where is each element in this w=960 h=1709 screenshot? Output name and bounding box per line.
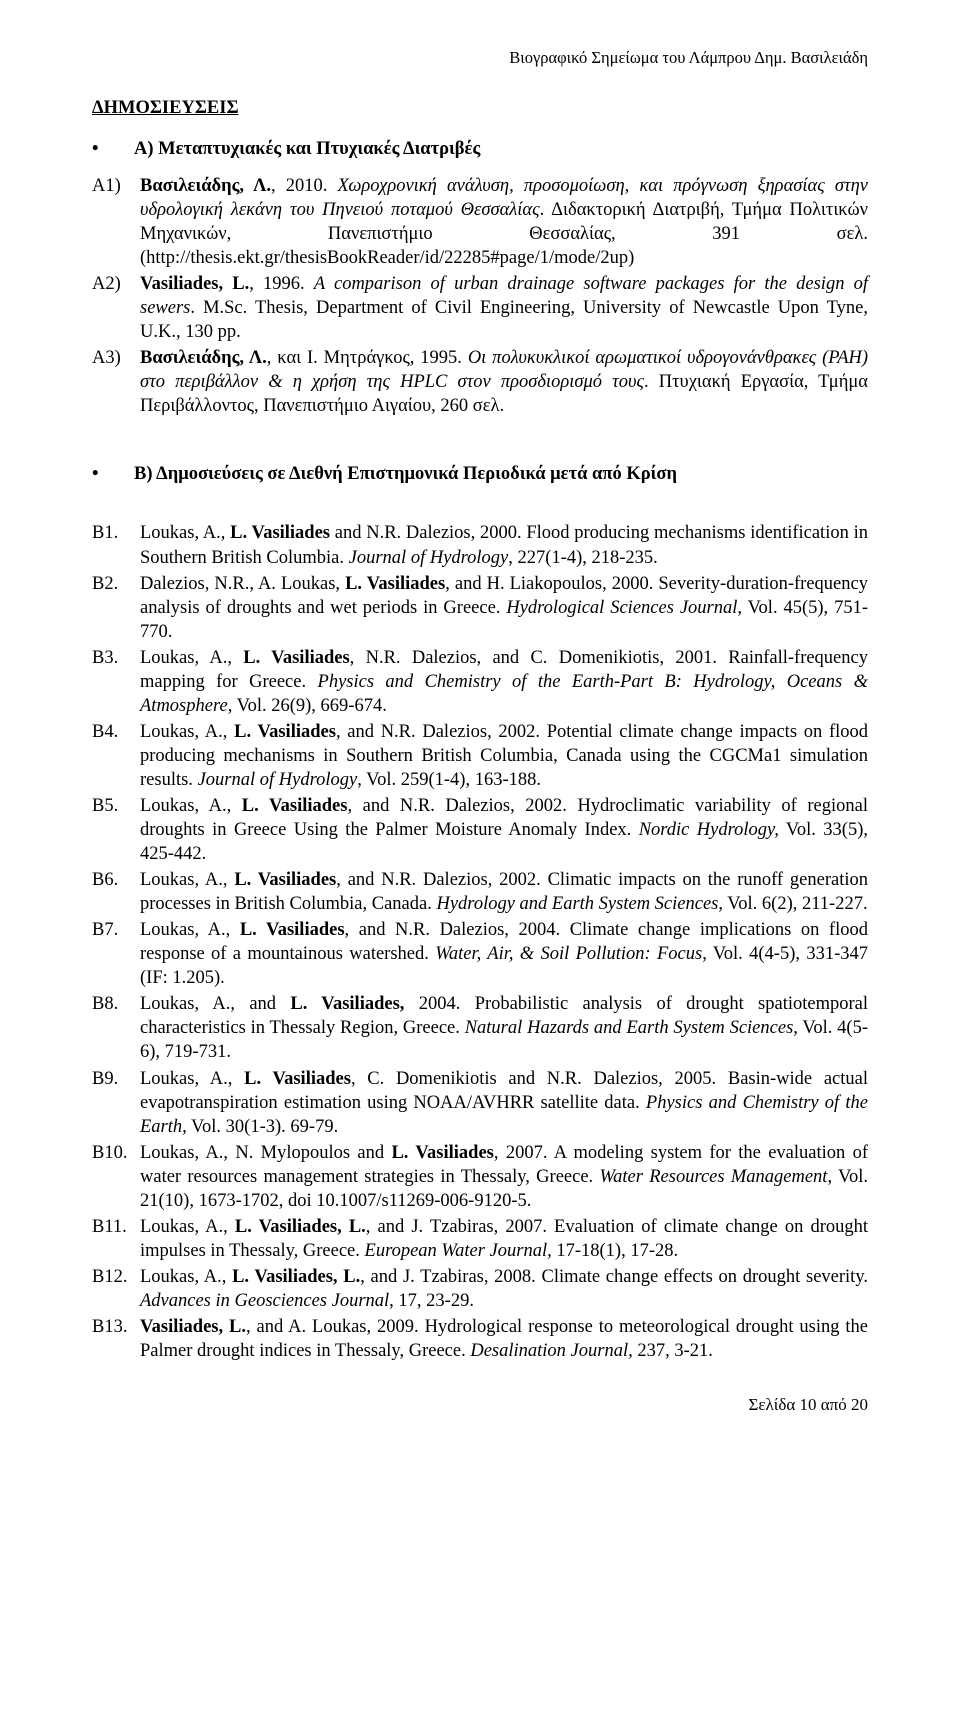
publication-entry: B13.Vasiliades, L., and A. Loukas, 2009.… — [92, 1315, 868, 1363]
publication-entry: B2.Dalezios, N.R., A. Loukas, L. Vasilia… — [92, 572, 868, 644]
entry-body: Loukas, A., L. Vasiliades, L., and J. Tz… — [140, 1265, 868, 1313]
entry-body: Loukas, A., L. Vasiliades, L., and J. Tz… — [140, 1215, 868, 1263]
publication-entry: B10.Loukas, A., N. Mylopoulos and L. Vas… — [92, 1141, 868, 1213]
section-b-title-row: • Β) Δημοσιεύσεις σε Διεθνή Επιστημονικά… — [92, 464, 868, 485]
entry-body: Loukas, A., L. Vasiliades and N.R. Dalez… — [140, 521, 868, 569]
section-a-subtitle: Α) Μεταπτυχιακές και Πτυχιακές Διατριβές — [134, 139, 480, 160]
entry-key: B9. — [92, 1067, 140, 1091]
entry-body: Loukas, A., L. Vasiliades, N.R. Dalezios… — [140, 646, 868, 718]
publication-entry: B7.Loukas, A., L. Vasiliades, and N.R. D… — [92, 918, 868, 990]
author-name: Vasiliades, L. — [140, 1317, 246, 1337]
author-name: Vasiliades, L. — [140, 274, 249, 294]
publications-heading: ΔΗΜΟΣΙΕΥΣΕΙΣ — [92, 98, 868, 119]
entry-key: B13. — [92, 1315, 140, 1339]
entry-key: B3. — [92, 646, 140, 670]
publication-entry: B8.Loukas, A., and L. Vasiliades, 2004. … — [92, 992, 868, 1064]
publication-entry: B1.Loukas, A., L. Vasiliades and N.R. Da… — [92, 521, 868, 569]
entry-key: B2. — [92, 572, 140, 596]
publication-entry: B12.Loukas, A., L. Vasiliades, L., and J… — [92, 1265, 868, 1313]
entry-key: B4. — [92, 720, 140, 744]
page-footer: Σελίδα 10 από 20 — [92, 1395, 868, 1415]
author-name: L. Vasiliades — [234, 870, 336, 890]
journal-italic: European Water Journal, — [365, 1241, 552, 1261]
page: Βιογραφικό Σημείωμα του Λάμπρου Δημ. Βασ… — [0, 0, 960, 1471]
journal-italic: Journal of Hydrology — [198, 770, 358, 790]
author-name: Βασιλειάδης, Λ. — [140, 348, 267, 368]
journal-italic: Hydrology and Earth System Sciences — [436, 894, 718, 914]
author-name: L. Vasiliades — [240, 920, 345, 940]
entry-body: Dalezios, N.R., A. Loukas, L. Vasiliades… — [140, 572, 868, 644]
entry-body: Loukas, A., L. Vasiliades, and N.R. Dale… — [140, 794, 868, 866]
entry-body: Βασιλειάδης, Λ., και Ι. Μητράγκος, 1995.… — [140, 346, 868, 418]
entry-key: A2) — [92, 272, 140, 296]
journal-italic: Desalination Journal, — [470, 1341, 632, 1361]
journal-italic: Nordic Hydrology, — [639, 820, 779, 840]
author-name: L. Vasiliades, L. — [232, 1267, 360, 1287]
author-name: L. Vasiliades — [244, 1069, 351, 1089]
section-b-subtitle: Β) Δημοσιεύσεις σε Διεθνή Επιστημονικά Π… — [134, 464, 677, 485]
publication-entry: B6.Loukas, A., L. Vasiliades, and N.R. D… — [92, 868, 868, 916]
journal-italic: Journal of Hydrology — [349, 548, 509, 568]
entry-key: B7. — [92, 918, 140, 942]
author-name: L. Vasiliades — [391, 1143, 493, 1163]
section-a-title-row: • Α) Μεταπτυχιακές και Πτυχιακές Διατριβ… — [92, 139, 868, 160]
publication-entry: B5.Loukas, A., L. Vasiliades, and N.R. D… — [92, 794, 868, 866]
publication-entry: B9.Loukas, A., L. Vasiliades, C. Domenik… — [92, 1067, 868, 1139]
entry-key: B8. — [92, 992, 140, 1016]
publication-entry: A1)Βασιλειάδης, Λ., 2010. Χωροχρονική αν… — [92, 174, 868, 270]
entry-body: Vasiliades, L., 1996. A comparison of ur… — [140, 272, 868, 344]
author-name: L. Vasiliades — [242, 796, 348, 816]
journal-italic: Physics and Chemistry of the Earth-Part … — [140, 672, 868, 716]
entry-key: A3) — [92, 346, 140, 370]
entry-body: Βασιλειάδης, Λ., 2010. Χωροχρονική ανάλυ… — [140, 174, 868, 270]
entry-key: A1) — [92, 174, 140, 198]
author-name: Βασιλειάδης, Λ. — [140, 176, 271, 196]
entry-key: B1. — [92, 521, 140, 545]
author-name: L. Vasiliades, L. — [235, 1217, 366, 1237]
journal-italic: Advances in Geosciences Journal — [140, 1291, 389, 1311]
publication-entry: A2)Vasiliades, L., 1996. A comparison of… — [92, 272, 868, 344]
entry-body: Loukas, A., N. Mylopoulos and L. Vasilia… — [140, 1141, 868, 1213]
publication-entry: B11.Loukas, A., L. Vasiliades, L., and J… — [92, 1215, 868, 1263]
author-name: L. Vasiliades — [243, 648, 349, 668]
bullet-icon: • — [92, 464, 134, 485]
entry-key: B11. — [92, 1215, 140, 1239]
author-name: L. Vasiliades — [345, 574, 445, 594]
author-name: L. Vasiliades — [230, 523, 330, 543]
publication-entry: B4.Loukas, A., L. Vasiliades, and N.R. D… — [92, 720, 868, 792]
running-header: Βιογραφικό Σημείωμα του Λάμπρου Δημ. Βασ… — [92, 48, 868, 68]
entry-body: Loukas, A., L. Vasiliades, and N.R. Dale… — [140, 918, 868, 990]
journal-italic: Physics and Chemistry of the Earth, — [140, 1093, 868, 1137]
entry-key: B6. — [92, 868, 140, 892]
entry-key: B5. — [92, 794, 140, 818]
entry-body: Loukas, A., L. Vasiliades, and N.R. Dale… — [140, 868, 868, 916]
journal-italic: Water, Air, & Soil Pollution: Focus — [435, 944, 702, 964]
title-italic: A comparison of urban drainage software … — [140, 274, 868, 318]
entry-key: B10. — [92, 1141, 140, 1165]
author-name: L. Vasiliades, — [290, 994, 404, 1014]
entry-body: Loukas, A., L. Vasiliades, and N.R. Dale… — [140, 720, 868, 792]
author-name: L. Vasiliades — [234, 722, 336, 742]
journal-italic: Hydrological Sciences Journal — [506, 598, 737, 618]
publication-entry: A3)Βασιλειάδης, Λ., και Ι. Μητράγκος, 19… — [92, 346, 868, 418]
entry-key: B12. — [92, 1265, 140, 1289]
entry-body: Loukas, A., L. Vasiliades, C. Domenikiot… — [140, 1067, 868, 1139]
entry-body: Vasiliades, L., and A. Loukas, 2009. Hyd… — [140, 1315, 868, 1363]
entry-body: Loukas, A., and L. Vasiliades, 2004. Pro… — [140, 992, 868, 1064]
journal-italic: Natural Hazards and Earth System Science… — [465, 1018, 794, 1038]
publication-entry: B3.Loukas, A., L. Vasiliades, N.R. Dalez… — [92, 646, 868, 718]
journal-italic: Water Resources Management — [599, 1167, 827, 1187]
bullet-icon: • — [92, 139, 134, 160]
